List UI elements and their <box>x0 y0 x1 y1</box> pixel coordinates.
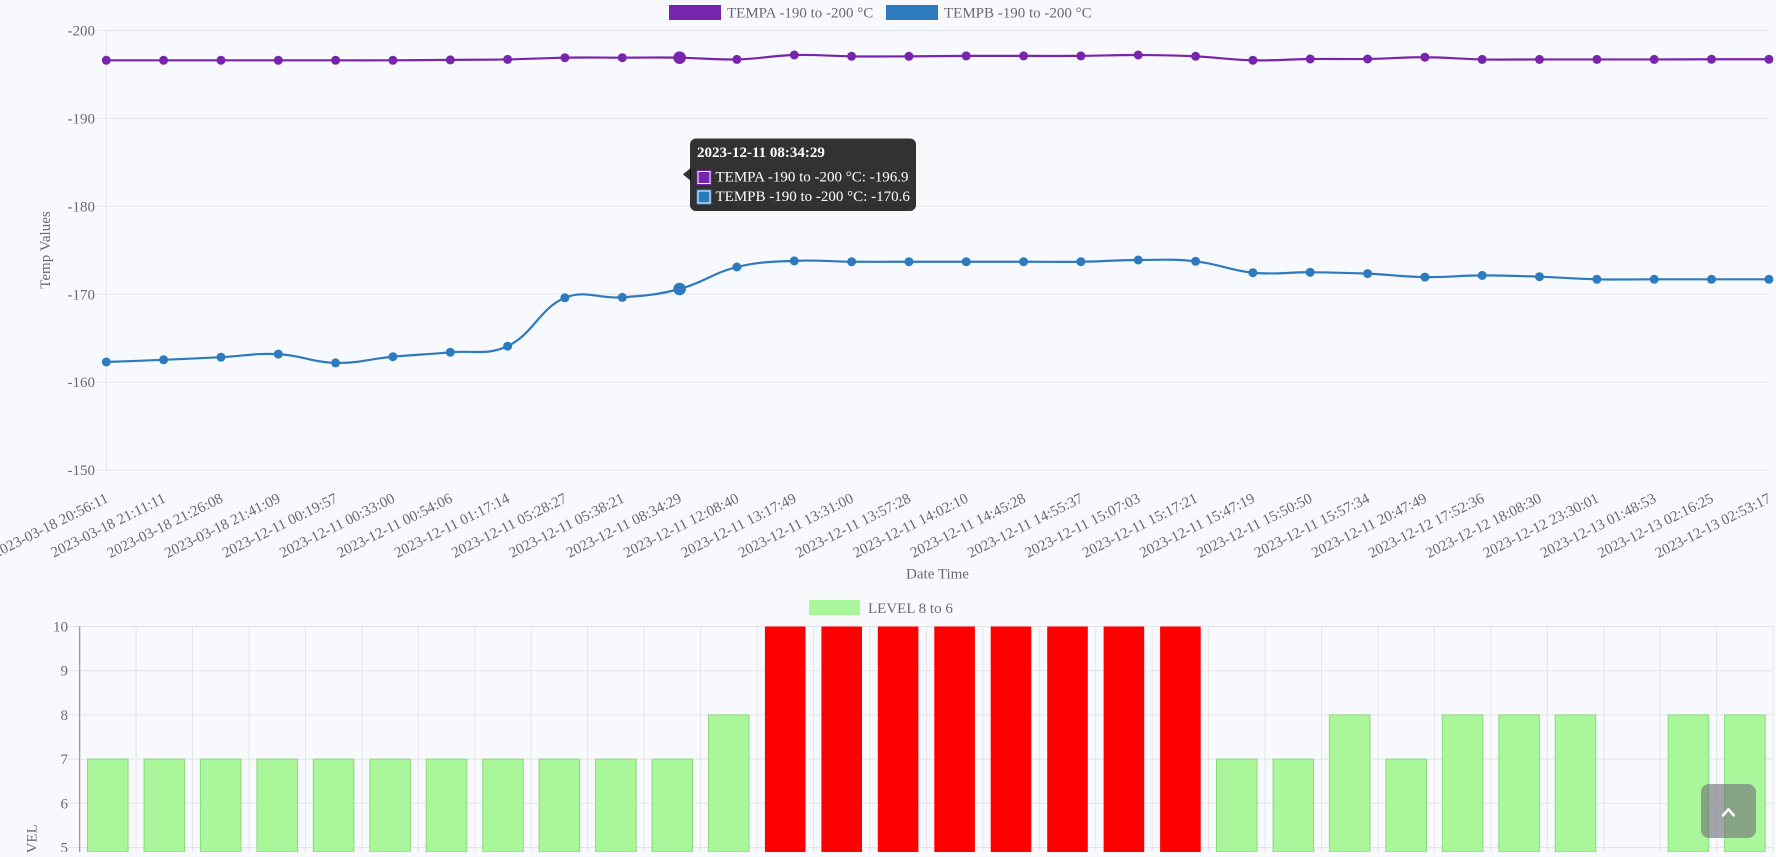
svg-text:-180: -180 <box>68 199 96 215</box>
svg-text:-200: -200 <box>68 23 96 39</box>
svg-text:7: 7 <box>61 752 69 768</box>
svg-text:TEMPA -190 to -200 °C: TEMPA -190 to -200 °C <box>727 6 873 22</box>
svg-text:6: 6 <box>61 796 69 812</box>
svg-text:TEMPB -190 to -200 °C: -170.6: TEMPB -190 to -200 °C: -170.6 <box>716 189 911 205</box>
svg-text:2023-12-11 08:34:29: 2023-12-11 08:34:29 <box>697 145 825 161</box>
svg-text:Temp Values: Temp Values <box>38 211 54 289</box>
svg-text:10: 10 <box>53 620 68 636</box>
svg-text:-160: -160 <box>68 375 96 391</box>
svg-text:8: 8 <box>61 708 69 724</box>
svg-text:9: 9 <box>61 664 69 680</box>
svg-text:5: 5 <box>61 841 69 853</box>
svg-text:Date Time: Date Time <box>906 567 969 583</box>
svg-text:-150: -150 <box>68 463 96 479</box>
svg-text:-190: -190 <box>68 111 96 127</box>
svg-text:TEMPA -190 to -200 °C: -196.9: TEMPA -190 to -200 °C: -196.9 <box>716 170 909 186</box>
svg-text:TEMPB -190 to -200 °C: TEMPB -190 to -200 °C <box>944 6 1092 22</box>
svg-text:LEVEL: LEVEL <box>25 824 41 852</box>
svg-text:LEVEL 8 to 6: LEVEL 8 to 6 <box>868 601 953 617</box>
svg-text:-170: -170 <box>68 287 96 303</box>
